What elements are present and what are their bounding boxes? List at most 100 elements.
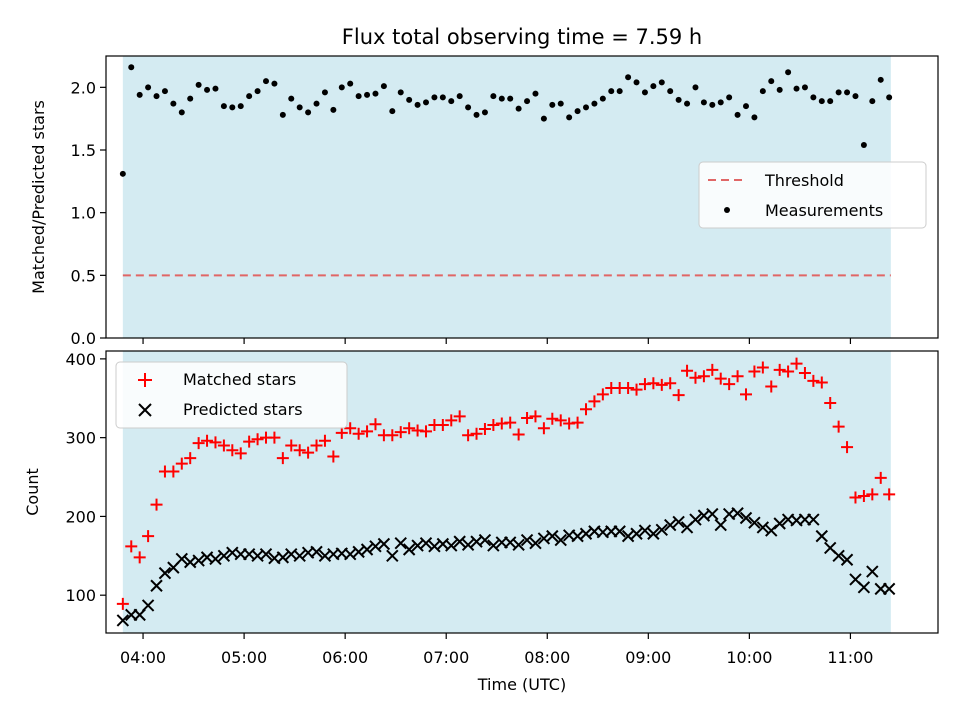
measurement-point (161, 88, 168, 95)
matched-star-point (655, 378, 668, 391)
matched-star-point (849, 491, 862, 504)
measurement-point (549, 101, 556, 108)
measurement-point (507, 95, 514, 102)
top-y-axis-label: Matched/Predicted stars (29, 100, 48, 294)
predicted-star-point (748, 516, 761, 529)
matched-star-point (201, 434, 214, 447)
predicted-star-point (815, 529, 828, 543)
matched-star-point (462, 429, 475, 442)
predicted-star-point (520, 533, 534, 547)
bottom-axes-frame (105, 350, 939, 634)
measurement-point (220, 103, 227, 110)
matched-star-point (403, 422, 416, 435)
measurement-point (136, 91, 143, 98)
measurement-point (380, 83, 387, 90)
predicted-star-point (377, 537, 391, 551)
matched-star-point (815, 376, 828, 389)
predicted-star-point (689, 513, 702, 526)
measurement-point (397, 89, 404, 96)
matched-star-point (487, 419, 500, 432)
predicted-star-point (453, 535, 466, 548)
measurement-point (641, 89, 648, 96)
measurement-point (481, 109, 488, 116)
predicted-star-point (150, 579, 163, 592)
measurement-point (616, 88, 623, 95)
y-tick-label: 0.0 (71, 329, 96, 348)
measurement-point (372, 90, 379, 97)
measurement-point (776, 86, 783, 93)
matched-star-point (361, 425, 374, 438)
matched-star-point (706, 363, 719, 376)
measurement-point (465, 104, 472, 111)
bottom-y-ticks: 100 200 300 400 (65, 350, 106, 605)
measurement-point (288, 95, 295, 102)
y-tick-label: 300 (65, 429, 96, 448)
y-tick-label: 200 (65, 507, 96, 526)
measurement-point (229, 104, 236, 111)
measurement-point (608, 88, 615, 95)
measurement-point (844, 89, 851, 96)
y-tick-label: 2.0 (71, 78, 96, 97)
measurement-point (734, 111, 741, 118)
measurement-point (793, 85, 800, 92)
predicted-star-point (293, 549, 306, 563)
matched-star-point (478, 422, 491, 435)
matched-star-point (512, 428, 525, 441)
measurement-point (625, 74, 632, 81)
matched-star-point (529, 410, 542, 423)
matched-star-point (268, 431, 281, 444)
measurement-point (566, 114, 573, 121)
measurement-point (818, 98, 825, 105)
measurement-point (860, 141, 867, 148)
measurement-point (406, 96, 413, 103)
measurement-point (355, 93, 362, 100)
matched-star-point (765, 380, 778, 393)
predicted-star-point (386, 549, 399, 563)
matched-star-point (697, 370, 710, 383)
matched-star-point (664, 377, 677, 390)
matched-star-point (866, 488, 879, 501)
matched-star-point (622, 382, 635, 395)
top-legend-box (698, 161, 927, 229)
predicted-star-point (857, 581, 871, 594)
bottom-panel: 100 200 300 400 04:00 05:00 06:00 07:00 08:00 09… (23, 350, 939, 694)
x-axis-label: Time (UTC) (477, 675, 566, 694)
y-tick-label: 100 (65, 586, 96, 605)
matched-star-point (714, 372, 727, 385)
measurement-point (599, 95, 606, 102)
measurement-point (877, 76, 884, 83)
predicted-star-point (672, 515, 685, 529)
measurement-point (658, 79, 665, 86)
top-legend: Threshold Measurements (698, 161, 927, 229)
measurement-point (473, 111, 480, 118)
predicted-legend-swatch (138, 403, 152, 417)
predicted-star-point (116, 614, 130, 627)
measurement-point (667, 88, 674, 95)
x-tick-label: 09:00 (625, 648, 671, 667)
predicted-star-point (445, 539, 458, 552)
measurement-point (591, 100, 598, 107)
predicted-star-point (141, 599, 155, 612)
measurement-point (263, 78, 269, 85)
matched-star-point (133, 551, 146, 564)
matched-star-point (150, 498, 163, 511)
predicted-star-point (461, 538, 475, 551)
measurement-point (187, 95, 194, 102)
y-tick-label: 1.0 (71, 204, 96, 223)
matched-star-point (394, 426, 407, 439)
matched-star-point (857, 489, 870, 502)
bottom-y-axis-label: Count (23, 468, 42, 516)
bottom-legend: Matched stars Predicted stars (115, 361, 348, 429)
matched-star-point (740, 388, 752, 401)
chart-title: Flux total observing time = 7.59 h (342, 25, 702, 49)
matched-star-point (580, 403, 592, 416)
matched-star-point (310, 439, 323, 452)
predicted-star-point (175, 552, 188, 566)
x-tick-label: 08:00 (524, 648, 570, 667)
measurement-point (145, 84, 152, 91)
predicted-star-point (647, 527, 660, 540)
measurement-point (675, 96, 682, 103)
measurement-point (540, 115, 547, 122)
predicted-star-point (866, 565, 879, 578)
measurement-point (869, 98, 876, 105)
